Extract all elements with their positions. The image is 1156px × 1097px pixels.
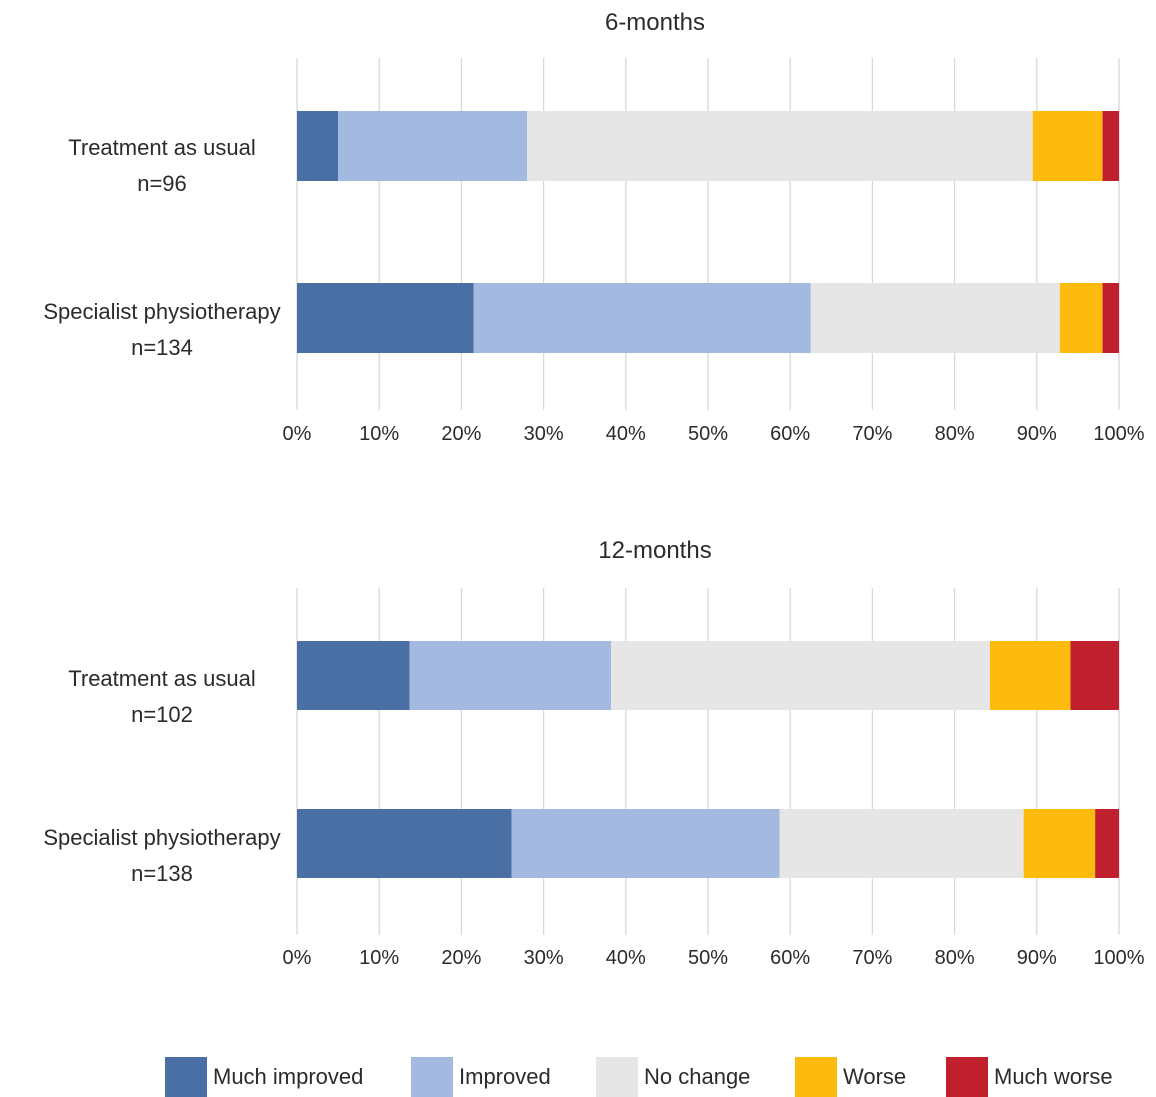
x-tick-label: 10% — [359, 947, 399, 969]
x-tick-label: 70% — [852, 947, 892, 969]
category-label: Specialist physiotherapy — [43, 825, 280, 850]
bar-segment-much-improved — [297, 111, 339, 181]
x-tick-label: 30% — [524, 423, 564, 445]
chart-title: 6-months — [605, 9, 705, 36]
x-tick-label: 70% — [852, 423, 892, 445]
bar-segment-improved — [511, 809, 780, 878]
legend-label: Much improved — [213, 1064, 364, 1089]
bar-segment-improved — [473, 283, 811, 353]
bar-segment-improved — [409, 641, 612, 710]
legend-swatch — [411, 1057, 453, 1097]
bar-segment-much-worse — [1070, 641, 1119, 710]
x-tick-label: 20% — [441, 423, 481, 445]
bar-segment-much-improved — [297, 641, 410, 710]
x-tick-label: 10% — [359, 423, 399, 445]
bar-segment-no-change — [611, 641, 990, 710]
x-tick-label: 50% — [688, 947, 728, 969]
bar-segment-much-worse — [1102, 283, 1119, 353]
x-tick-label: 80% — [935, 947, 975, 969]
x-tick-label: 20% — [441, 947, 481, 969]
legend-swatch — [165, 1057, 207, 1097]
legend-label: Improved — [459, 1064, 551, 1089]
category-label: Specialist physiotherapy — [43, 299, 280, 324]
x-tick-label: 100% — [1093, 947, 1144, 969]
bar-segment-much-worse — [1095, 809, 1119, 878]
legend-swatch — [946, 1057, 988, 1097]
x-tick-label: 60% — [770, 423, 810, 445]
x-tick-label: 0% — [283, 947, 312, 969]
x-tick-label: 40% — [606, 947, 646, 969]
bar-segment-worse — [989, 641, 1071, 710]
x-tick-label: 90% — [1017, 423, 1057, 445]
bar-segment-much-improved — [297, 283, 474, 353]
category-n-label: n=96 — [137, 171, 187, 196]
legend-swatch — [795, 1057, 837, 1097]
chart-legend: Much improved Improved No change Worse M… — [0, 1057, 1156, 1097]
legend-item-no-change: No change — [596, 1057, 750, 1097]
legend-swatch — [596, 1057, 638, 1097]
legend-item-much-improved: Much improved — [165, 1057, 363, 1097]
chart-title: 12-months — [598, 537, 711, 564]
category-label: Treatment as usual — [68, 135, 256, 160]
category-n-label: n=134 — [131, 335, 193, 360]
bar-segment-no-change — [779, 809, 1024, 878]
bar-segment-worse — [1059, 283, 1103, 353]
category-n-label: n=138 — [131, 861, 193, 886]
chart-canvas: 0% 10% 20% 30% 40% 50% 60% 70% 80% 90% 100% 6-month… — [43, 9, 1144, 969]
bar-segment-much-worse — [1102, 111, 1119, 181]
x-tick-label: 30% — [524, 947, 564, 969]
legend-item-worse: Worse — [795, 1057, 906, 1097]
legend-item-much-worse: Much worse — [946, 1057, 1113, 1097]
bar-segment-worse — [1032, 111, 1103, 181]
x-tick-label: 40% — [606, 423, 646, 445]
legend-label: Much worse — [994, 1064, 1113, 1089]
x-tick-label: 60% — [770, 947, 810, 969]
bar-segment-improved — [338, 111, 528, 181]
legend-item-improved: Improved — [411, 1057, 551, 1097]
category-label: Treatment as usual — [68, 666, 256, 691]
bar-segment-no-change — [527, 111, 1033, 181]
bar-segment-much-improved — [297, 809, 512, 878]
x-tick-label: 50% — [688, 423, 728, 445]
x-tick-label: 100% — [1093, 423, 1144, 445]
legend-label: No change — [644, 1064, 751, 1089]
x-tick-label: 80% — [935, 423, 975, 445]
bar-segment-no-change — [810, 283, 1060, 353]
legend-label: Worse — [843, 1064, 907, 1089]
bar-segment-worse — [1023, 809, 1096, 878]
x-tick-label: 0% — [283, 423, 312, 445]
x-tick-label: 90% — [1017, 947, 1057, 969]
category-n-label: n=102 — [131, 702, 193, 727]
